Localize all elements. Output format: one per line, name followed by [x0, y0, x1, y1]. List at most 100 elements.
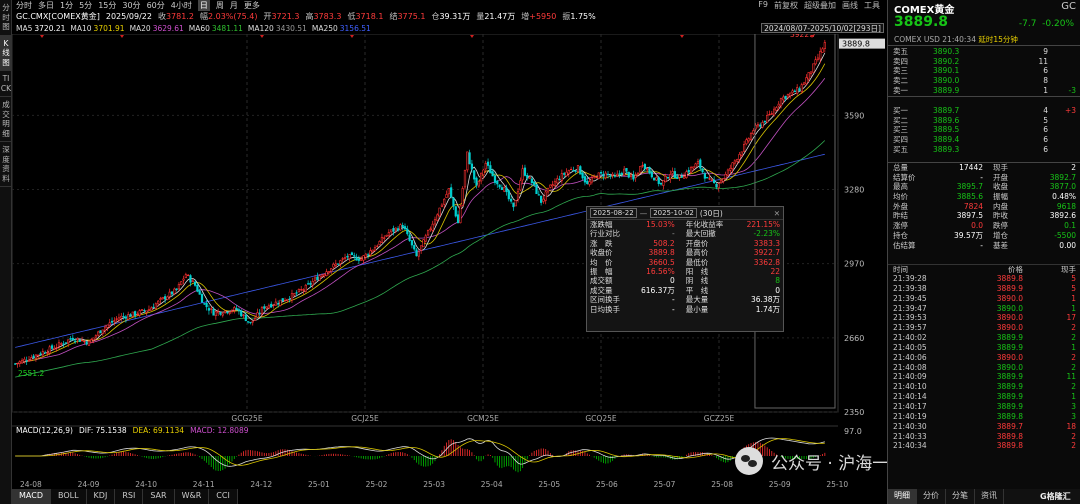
indicator-tab-4[interactable]: SAR	[143, 489, 175, 504]
period-tab-2[interactable]: 1分	[60, 1, 74, 10]
candle-body	[627, 171, 630, 178]
candle-body	[237, 309, 241, 312]
indicator-tab-0[interactable]: MACD	[12, 489, 51, 504]
close-icon[interactable]: ✕	[773, 208, 780, 218]
candle-body	[138, 310, 141, 316]
candle-body	[530, 178, 533, 184]
tick-qty: 11	[1066, 372, 1076, 382]
y-tick-label: 2970	[844, 260, 864, 269]
indicator-tab-5[interactable]: W&R	[174, 489, 210, 504]
period-tab-9[interactable]: 周	[215, 1, 224, 10]
view-tab-3[interactable]: 成交明细	[0, 97, 12, 142]
candle-body	[369, 250, 372, 256]
instrument-name: COMEX黄金	[894, 5, 955, 16]
candle-body	[154, 303, 157, 309]
kline-chart[interactable]: 3590 3280 2970 2660 2350 GCG25E GCJ25E GCM25E GC…	[12, 34, 886, 489]
stat-value: 3889.8	[648, 248, 675, 258]
stat-key: 现手	[993, 163, 1008, 172]
last-price-tag: 3889.8	[842, 40, 870, 49]
tool-button-4[interactable]: 工具	[864, 1, 880, 10]
candle-body	[749, 133, 753, 141]
detail-tab-0[interactable]: 明细	[888, 489, 917, 504]
view-tab-0[interactable]: 分时图	[0, 0, 12, 36]
indicator-tab-6[interactable]: CCI	[209, 489, 238, 504]
candle-body	[337, 263, 340, 265]
stat-key: 均价	[893, 192, 908, 202]
ma-label: MA5	[16, 23, 33, 33]
detail-tab-1[interactable]: 分价	[917, 489, 946, 504]
candle-body	[816, 57, 820, 60]
period-tab-6[interactable]: 60分	[146, 1, 165, 10]
candle-body	[320, 274, 324, 277]
end-date-box[interactable]: 2025-10-02	[650, 208, 697, 218]
ma-value: 3701.91	[93, 23, 125, 33]
candle-body	[777, 103, 780, 107]
indicator-tab-1[interactable]: BOLL	[50, 489, 87, 504]
candle-body	[436, 214, 439, 221]
period-tab-8[interactable]: 日	[197, 0, 210, 11]
candle-body	[544, 191, 547, 201]
indicator-tabs: MACD BOLL KDJ RSI SAR W&R CCI	[12, 489, 512, 504]
quote-stat-row: 结算价 - 开盘 3892.7	[888, 173, 1080, 183]
view-tab-2[interactable]: TICK	[0, 71, 12, 97]
tool-button-2[interactable]: 超级叠加	[804, 1, 836, 10]
candle-body	[383, 237, 386, 239]
book-delta	[1048, 135, 1076, 145]
stat-value: 36.38万	[751, 295, 780, 305]
period-tab-4[interactable]: 15分	[98, 1, 117, 10]
indicator-tab-3[interactable]: RSI	[115, 489, 144, 504]
candle-body	[676, 176, 679, 179]
period-tab-1[interactable]: 多日	[38, 1, 54, 10]
tick-qty: 1	[1071, 293, 1076, 303]
candle-body	[14, 363, 17, 365]
period-tab-3[interactable]: 5分	[79, 1, 93, 10]
tool-button-3[interactable]: 画线	[842, 1, 858, 10]
tick-time: 21:40:06	[893, 352, 927, 362]
stat-value: 0.1	[1064, 221, 1076, 231]
book-row: 买二 3889.6 5	[888, 116, 1080, 126]
indicator-tab-2[interactable]: KDJ	[86, 489, 116, 504]
candle-body	[253, 317, 257, 321]
candle-body	[332, 263, 335, 268]
stat-key: 成交量	[590, 285, 613, 295]
period-tab-11[interactable]: 更多	[243, 1, 260, 10]
tool-button-1[interactable]: 前复权	[774, 1, 798, 10]
candle-body	[406, 228, 409, 235]
stat-key: 昨结	[893, 211, 908, 221]
ma-value: 3720.21	[34, 23, 66, 33]
detail-tab-3[interactable]: 资讯	[975, 489, 1004, 504]
period-tab-0[interactable]: 分时	[16, 1, 32, 10]
x-tick-label: 25-03	[423, 480, 445, 489]
view-tab-4[interactable]: 深度资料	[0, 142, 12, 187]
start-date-box[interactable]: 2025-08-22	[590, 208, 637, 218]
candle-body	[39, 353, 42, 355]
ma-label: MA60	[188, 23, 210, 33]
candle-body	[120, 315, 123, 319]
bid-book: 买一 3889.7 4 +3 买二 3889.6 5 买三 3889.5 6 买四 3889.4 6 买五…	[888, 106, 1080, 154]
candle-body	[413, 245, 416, 250]
period-tab-10[interactable]: 月	[229, 1, 238, 10]
candle-body	[719, 180, 723, 184]
period-tab-7[interactable]: 4小时	[170, 1, 192, 10]
candle-body	[203, 303, 206, 305]
candle-body	[327, 271, 330, 274]
view-tab-1[interactable]: K线图	[0, 35, 12, 71]
tool-button-0[interactable]: F9	[758, 0, 768, 9]
candle-body	[297, 289, 300, 293]
detail-tab-2[interactable]: 分笔	[946, 489, 975, 504]
candle-body	[32, 355, 35, 359]
tick-row: 21:40:06 3890.0 2	[888, 353, 1080, 363]
stat-row: 日均换手 - 最小量 1.74万	[587, 305, 783, 314]
candle-body	[76, 338, 79, 341]
x-tick-label: 24-08	[20, 480, 42, 489]
period-tab-5[interactable]: 30分	[122, 1, 141, 10]
date-range-label[interactable]: 2024/08/07-2025/10/02[293日]	[761, 23, 884, 33]
tick-list: 时间 价格 现手 21:39:28 3889.8 5 21:39:38 3889.9 5 21:…	[888, 264, 1080, 451]
stat-key: 估结算	[893, 240, 916, 250]
period-toolbar: 分时 多日 1分 5分 15分 30分 60分 4小时日周月更多 F9 前复权 超级叠加 画线 工具	[12, 0, 886, 11]
ma60-line	[15, 140, 826, 378]
candle-body	[80, 340, 84, 342]
stat-value: 17442	[959, 163, 983, 172]
tick-qty: 5	[1071, 283, 1076, 293]
candle-body	[745, 139, 748, 145]
